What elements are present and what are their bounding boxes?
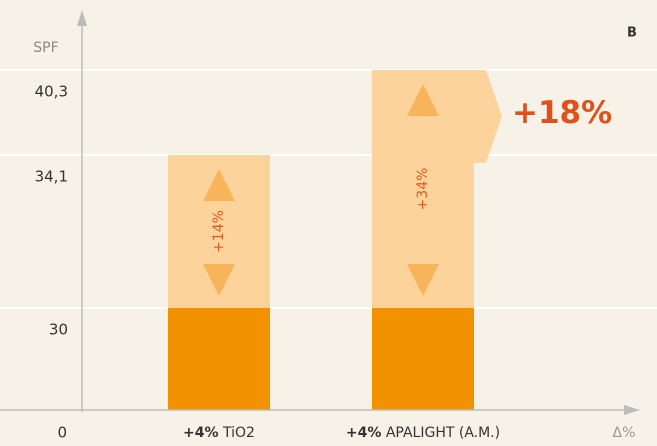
x-axis-label: Δ% [613, 425, 636, 441]
bar-segment [168, 308, 270, 410]
y-axis-arrow [77, 10, 87, 26]
y-tick-label: 34,1 [35, 168, 68, 186]
up-arrow [407, 84, 439, 116]
category-name: TiO2 [222, 425, 255, 441]
y-tick-label: 0 [57, 424, 67, 442]
category-dose: +4% [346, 425, 382, 441]
bar-segment [372, 308, 474, 410]
panel-label: B [627, 26, 637, 41]
x-tick-label: +4% APALIGHT (A.M.) [346, 425, 500, 441]
annotation: +18% [512, 95, 612, 131]
down-arrow [203, 264, 235, 296]
down-arrow [407, 264, 439, 296]
x-tick-label: +4% TiO2 [183, 425, 255, 441]
comparison-chevron [474, 70, 502, 163]
y-axis-label: SPF [33, 40, 58, 56]
y-tick-label: 30 [49, 321, 68, 339]
increase-label: +34% [415, 168, 431, 211]
increase-label: +14% [211, 210, 227, 253]
category-name: APALIGHT (A.M.) [386, 425, 500, 441]
x-axis-arrow [624, 405, 640, 415]
y-tick-label: 40,3 [35, 83, 68, 101]
up-arrow [203, 169, 235, 201]
category-dose: +4% [183, 425, 219, 441]
